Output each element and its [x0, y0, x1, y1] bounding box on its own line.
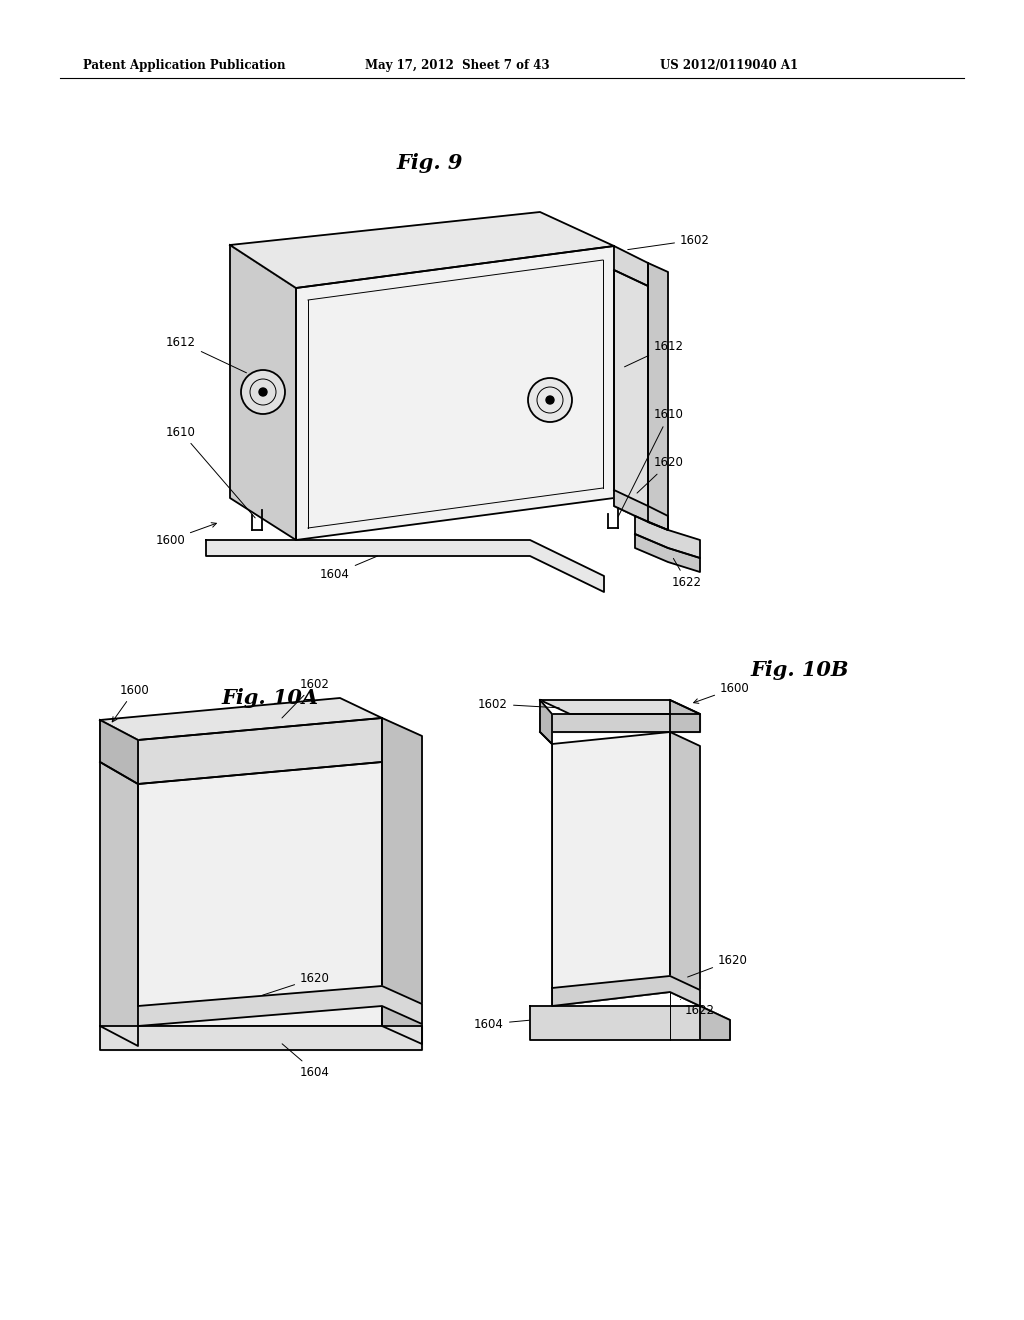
Polygon shape — [552, 975, 700, 1006]
Polygon shape — [540, 700, 700, 714]
Text: 1620: 1620 — [637, 457, 684, 494]
Polygon shape — [138, 986, 422, 1026]
Text: Fig. 9: Fig. 9 — [397, 153, 463, 173]
Polygon shape — [296, 246, 614, 540]
Polygon shape — [635, 516, 700, 558]
Circle shape — [259, 388, 267, 396]
Polygon shape — [614, 490, 668, 531]
Text: May 17, 2012  Sheet 7 of 43: May 17, 2012 Sheet 7 of 43 — [365, 59, 550, 73]
Text: 1622: 1622 — [672, 558, 702, 589]
Text: 1604: 1604 — [282, 1044, 330, 1078]
Polygon shape — [100, 719, 138, 1045]
Text: Fig. 10B: Fig. 10B — [751, 660, 849, 680]
Text: Fig. 10A: Fig. 10A — [221, 688, 318, 708]
Polygon shape — [552, 733, 670, 1006]
Polygon shape — [206, 540, 604, 591]
Polygon shape — [670, 700, 700, 733]
Text: 1610: 1610 — [166, 425, 255, 517]
Polygon shape — [530, 1006, 730, 1040]
Text: 1620: 1620 — [687, 953, 748, 977]
Polygon shape — [382, 718, 422, 1044]
Polygon shape — [100, 698, 382, 741]
Text: 1604: 1604 — [319, 556, 378, 581]
Text: US 2012/0119040 A1: US 2012/0119040 A1 — [660, 59, 798, 73]
Text: 1620: 1620 — [262, 972, 330, 995]
Polygon shape — [700, 1006, 730, 1040]
Text: Patent Application Publication: Patent Application Publication — [83, 59, 286, 73]
Polygon shape — [100, 1026, 422, 1049]
Text: 1600: 1600 — [693, 681, 750, 704]
Polygon shape — [138, 762, 382, 1026]
Circle shape — [546, 396, 554, 404]
Polygon shape — [230, 213, 614, 288]
Polygon shape — [540, 714, 700, 733]
Text: 1604: 1604 — [474, 1018, 529, 1031]
Circle shape — [528, 378, 572, 422]
Circle shape — [241, 370, 285, 414]
Text: 1612: 1612 — [625, 339, 684, 367]
Text: 1622: 1622 — [680, 999, 715, 1016]
Text: 1610: 1610 — [618, 408, 684, 516]
Text: 1602: 1602 — [282, 677, 330, 718]
Text: 1602: 1602 — [628, 234, 710, 249]
Polygon shape — [614, 246, 648, 286]
Polygon shape — [648, 263, 668, 531]
Polygon shape — [540, 700, 552, 744]
Polygon shape — [635, 535, 700, 572]
Polygon shape — [100, 719, 138, 784]
Text: 1612: 1612 — [166, 335, 247, 372]
Polygon shape — [138, 718, 382, 784]
Text: 1600: 1600 — [156, 523, 216, 546]
Text: 1602: 1602 — [478, 697, 559, 710]
Polygon shape — [230, 246, 296, 540]
Text: 1600: 1600 — [113, 684, 150, 722]
Polygon shape — [670, 733, 700, 1006]
Polygon shape — [614, 271, 648, 521]
